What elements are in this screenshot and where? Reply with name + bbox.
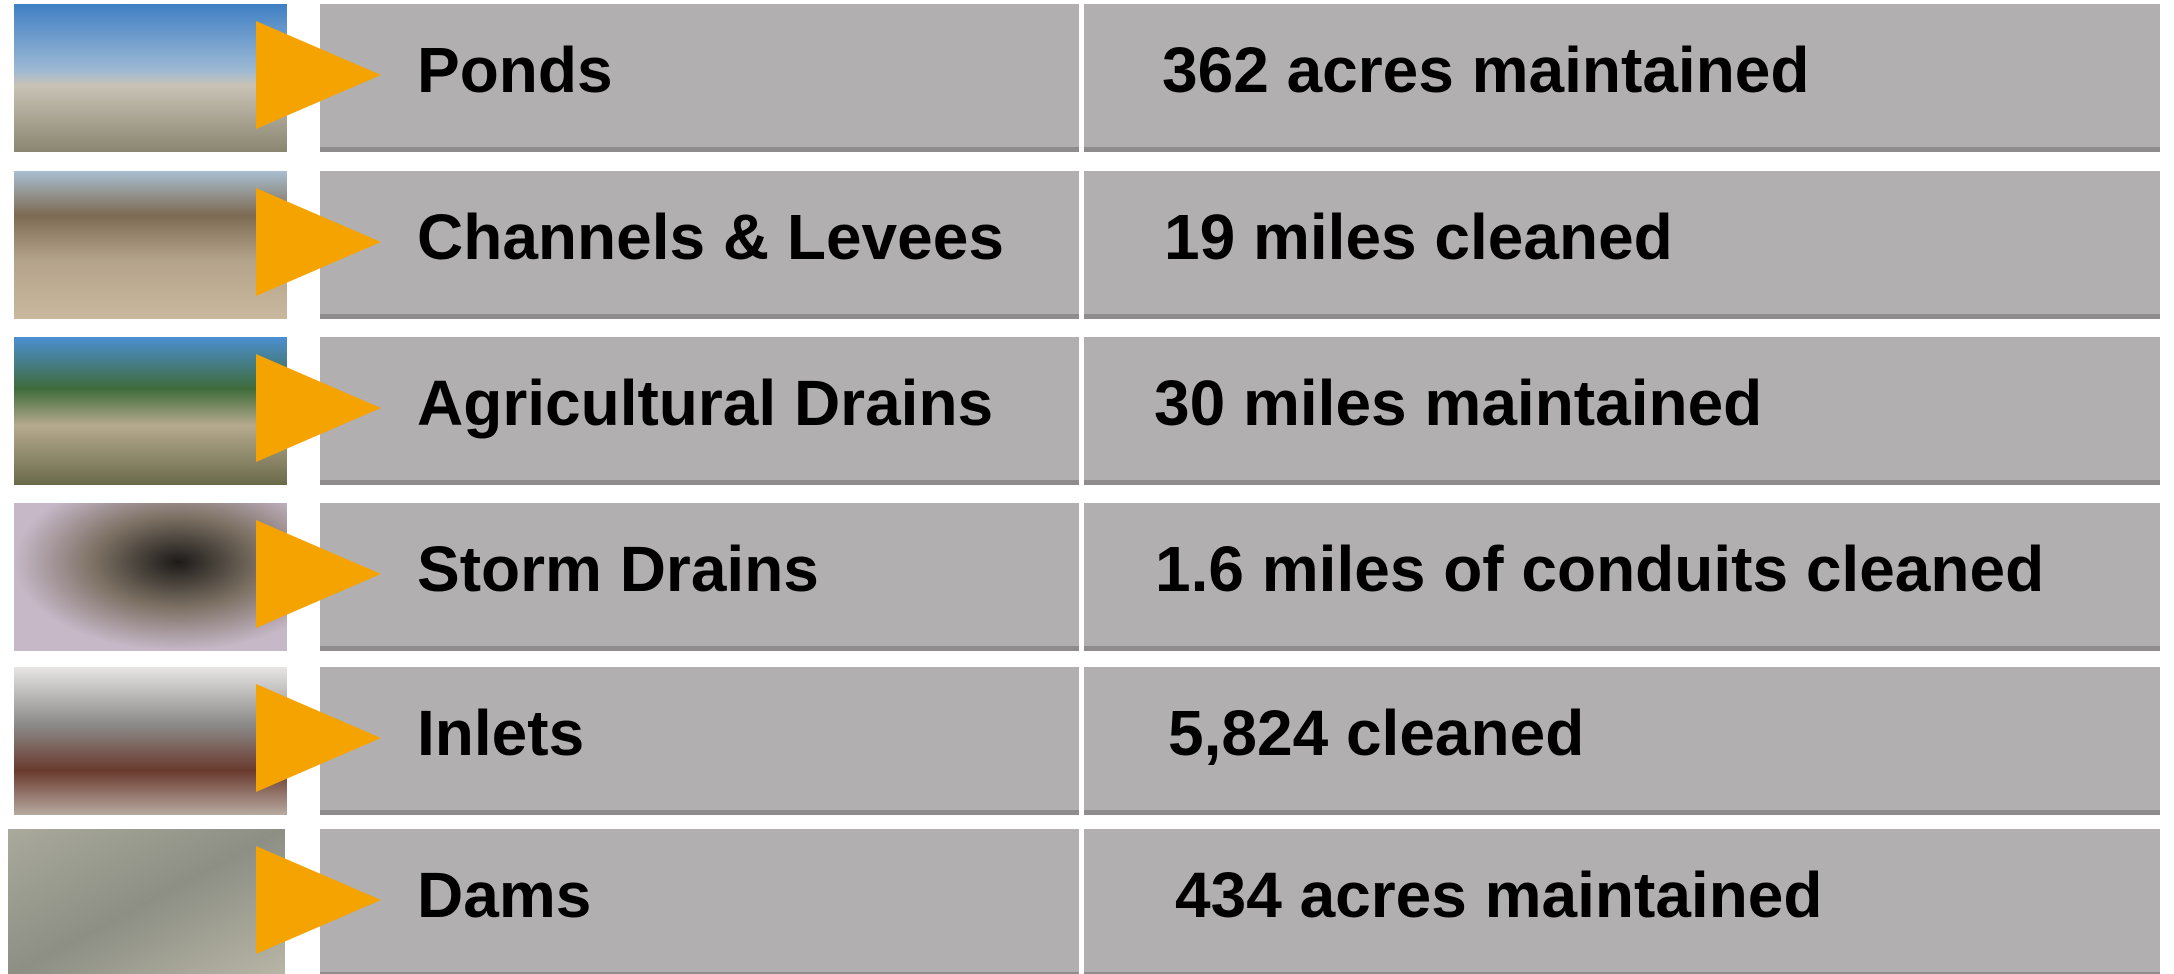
- category-label: Ponds: [417, 34, 613, 106]
- photo: [14, 503, 287, 651]
- slide: Ponds 362 acres maintained Channels & Leve…: [0, 0, 2174, 974]
- left-cell-shadow: [320, 480, 1079, 485]
- category-label: Channels & Levees: [417, 201, 1004, 273]
- photo: [14, 4, 287, 152]
- right-cell-shadow: [1084, 646, 2160, 651]
- photo: [14, 171, 287, 319]
- category-label: Agricultural Drains: [417, 367, 993, 439]
- stat-label: 434 acres maintained: [1175, 859, 1822, 931]
- stat-label: 1.6 miles of conduits cleaned: [1155, 533, 2044, 605]
- right-cell-shadow: [1084, 314, 2160, 319]
- stat-label: 362 acres maintained: [1162, 34, 1809, 106]
- photo: [8, 829, 285, 974]
- right-cell-shadow: [1084, 147, 2160, 152]
- right-cell-shadow: [1084, 480, 2160, 485]
- left-cell-shadow: [320, 314, 1079, 319]
- stat-label: 19 miles cleaned: [1164, 201, 1673, 273]
- photo: [14, 337, 287, 485]
- left-cell-shadow: [320, 810, 1079, 815]
- left-cell-shadow: [320, 646, 1079, 651]
- category-label: Inlets: [417, 697, 584, 769]
- left-cell-shadow: [320, 147, 1079, 152]
- stat-label: 30 miles maintained: [1154, 367, 1762, 439]
- page: Ponds 362 acres maintained Channels & Leve…: [0, 0, 2174, 974]
- right-cell-shadow: [1084, 810, 2160, 815]
- category-label: Storm Drains: [417, 533, 819, 605]
- photo: [14, 667, 287, 815]
- category-label: Dams: [417, 859, 591, 931]
- stat-label: 5,824 cleaned: [1168, 697, 1584, 769]
